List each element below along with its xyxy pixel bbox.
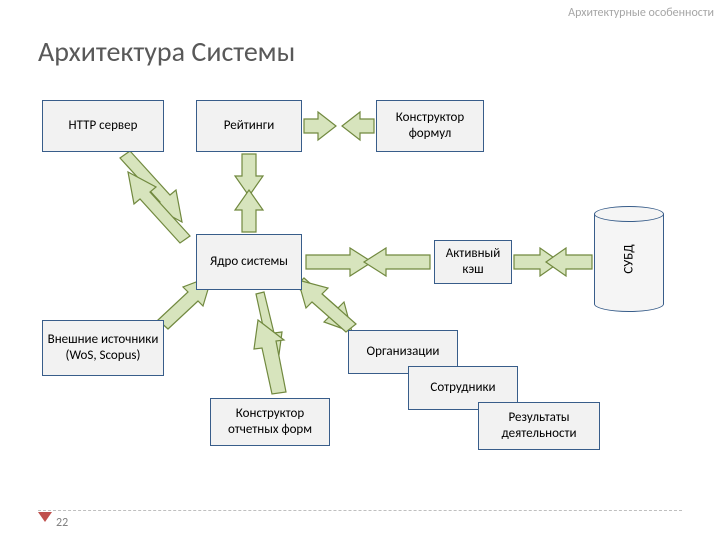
node-results: Результаты деятельности [478, 402, 600, 450]
node-http-server: HTTP сервер [42, 100, 164, 152]
footer-triangle-icon [38, 512, 52, 522]
node-database: СУБД [594, 206, 664, 312]
node-label: Активный кэш [439, 246, 507, 277]
page-title: Архитектура Системы [38, 34, 295, 69]
node-label: Рейтинги [224, 118, 275, 134]
node-label: Конструктор формул [381, 110, 479, 141]
breadcrumb: Архитектурные особенности [568, 6, 714, 20]
node-label: HTTP сервер [69, 118, 138, 134]
node-label: Сотрудники [430, 380, 495, 396]
node-label: СУБД [622, 244, 637, 273]
node-formula-constructor: Конструктор формул [376, 100, 484, 152]
node-label: Ядро системы [210, 254, 288, 270]
node-report-constructor: Конструктор отчетных форм [210, 398, 330, 446]
node-active-cache: Активный кэш [434, 240, 512, 284]
node-label: Результаты деятельности [483, 410, 595, 441]
page-number: 22 [56, 516, 68, 530]
node-core: Ядро системы [196, 234, 302, 290]
node-label: Организации [367, 344, 440, 360]
node-label: Конструктор отчетных форм [215, 406, 325, 437]
node-external-sources: Внешние источники (WoS, Scopus) [42, 320, 164, 376]
node-ratings: Рейтинги [196, 100, 302, 152]
footer-divider [38, 510, 682, 511]
node-label: Внешние источники (WoS, Scopus) [47, 332, 159, 363]
